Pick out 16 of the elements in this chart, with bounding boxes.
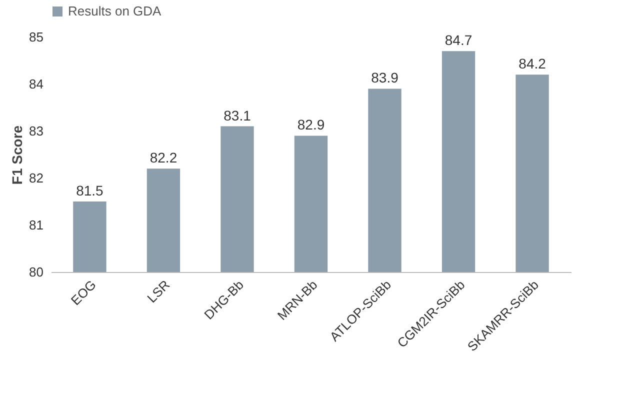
x-tick-label: LSR	[144, 277, 173, 306]
data-label: 82.2	[150, 150, 178, 166]
legend-label: Results on GDA	[68, 4, 162, 18]
data-label: 84.2	[518, 56, 546, 72]
y-axis-title: F1 Score	[9, 125, 26, 185]
y-tick-label: 83	[29, 124, 44, 138]
data-label: 84.7	[444, 32, 472, 48]
data-label: 83.1	[224, 107, 252, 124]
y-tick-label: 80	[29, 264, 44, 280]
data-label: 82.9	[297, 116, 325, 133]
y-tick-label: 81	[29, 218, 44, 232]
y-tick-label: 85	[29, 30, 44, 44]
y-tick-label: 82	[29, 170, 44, 186]
data-label: 83.9	[371, 70, 399, 86]
data-label: 81.5	[76, 182, 104, 198]
y-tick-label: 84	[29, 76, 44, 92]
